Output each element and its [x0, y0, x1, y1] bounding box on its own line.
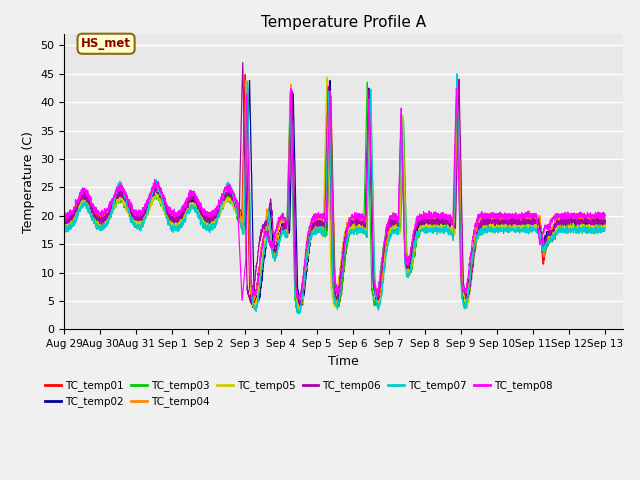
TC_temp06 [601, 216, 609, 222]
TC_temp02 [291, 172, 299, 178]
TC_temp03 [591, 231, 598, 237]
TC_temp05 [323, 74, 331, 80]
TC_temp05 [122, 205, 130, 211]
TC_temp02 [296, 304, 304, 310]
Line: TC_temp03: TC_temp03 [65, 82, 605, 312]
X-axis label: Time: Time [328, 355, 359, 368]
TC_temp04 [122, 192, 130, 198]
Line: TC_temp04: TC_temp04 [65, 79, 605, 303]
TC_temp01 [268, 247, 276, 252]
Line: TC_temp07: TC_temp07 [65, 74, 605, 314]
TC_temp02 [154, 188, 162, 193]
TC_temp07 [453, 71, 461, 77]
TC_temp04 [324, 76, 332, 82]
TC_temp06 [591, 217, 598, 223]
Text: HS_met: HS_met [81, 37, 131, 50]
TC_temp08 [238, 298, 246, 303]
TC_temp05 [591, 222, 598, 228]
TC_temp06 [122, 196, 130, 202]
TC_temp02 [601, 217, 609, 223]
TC_temp01 [154, 191, 162, 196]
TC_temp06 [291, 235, 299, 240]
TC_temp08 [601, 213, 609, 219]
TC_temp03 [154, 193, 162, 199]
TC_temp04 [296, 300, 303, 306]
TC_temp03 [61, 224, 68, 230]
TC_temp08 [452, 85, 460, 91]
TC_temp04 [601, 215, 609, 220]
TC_temp06 [154, 185, 162, 191]
TC_temp06 [239, 60, 246, 65]
TC_temp07 [601, 228, 609, 233]
TC_temp05 [532, 222, 540, 228]
TC_temp04 [154, 185, 162, 191]
TC_temp05 [601, 226, 609, 231]
TC_temp03 [364, 79, 371, 85]
Legend: TC_temp01, TC_temp02, TC_temp03, TC_temp04, TC_temp05, TC_temp06, TC_temp07, TC_: TC_temp01, TC_temp02, TC_temp03, TC_temp… [42, 376, 557, 411]
TC_temp08 [532, 214, 540, 220]
TC_temp07 [532, 229, 540, 235]
TC_temp07 [291, 288, 299, 293]
TC_temp01 [291, 264, 299, 270]
TC_temp04 [532, 216, 540, 222]
TC_temp05 [296, 309, 303, 315]
TC_temp08 [61, 212, 68, 217]
Line: TC_temp01: TC_temp01 [65, 74, 605, 309]
TC_temp07 [122, 194, 130, 200]
TC_temp07 [154, 189, 162, 194]
Line: TC_temp06: TC_temp06 [65, 62, 605, 305]
TC_temp03 [532, 226, 540, 231]
TC_temp03 [268, 241, 275, 247]
Y-axis label: Temperature (C): Temperature (C) [22, 131, 35, 233]
TC_temp05 [268, 242, 275, 248]
TC_temp01 [294, 306, 302, 312]
TC_temp01 [241, 72, 249, 77]
TC_temp02 [326, 78, 334, 84]
TC_temp03 [601, 225, 609, 230]
Line: TC_temp08: TC_temp08 [65, 88, 605, 300]
TC_temp06 [296, 302, 304, 308]
Line: TC_temp05: TC_temp05 [65, 77, 605, 312]
TC_temp08 [591, 212, 598, 218]
TC_temp01 [532, 225, 540, 230]
TC_temp08 [122, 197, 130, 203]
TC_temp03 [291, 298, 299, 303]
TC_temp01 [122, 199, 130, 205]
TC_temp02 [532, 221, 540, 227]
TC_temp07 [591, 225, 598, 231]
TC_temp08 [154, 179, 162, 184]
TC_temp05 [291, 244, 299, 250]
TC_temp06 [532, 219, 540, 225]
TC_temp02 [591, 218, 598, 224]
TC_temp08 [268, 246, 276, 252]
TC_temp05 [61, 225, 68, 230]
TC_temp02 [61, 217, 68, 223]
TC_temp07 [61, 228, 68, 233]
TC_temp07 [294, 311, 302, 317]
TC_temp04 [61, 219, 68, 225]
TC_temp01 [591, 221, 598, 227]
TC_temp03 [294, 309, 301, 315]
TC_temp06 [268, 207, 276, 213]
TC_temp01 [601, 222, 609, 228]
TC_temp06 [61, 218, 68, 224]
TC_temp03 [122, 201, 130, 206]
Line: TC_temp02: TC_temp02 [65, 81, 605, 307]
TC_temp08 [291, 279, 299, 285]
TC_temp02 [268, 224, 275, 230]
TC_temp04 [591, 216, 598, 221]
TC_temp04 [291, 278, 299, 284]
TC_temp02 [122, 198, 130, 204]
TC_temp07 [268, 240, 275, 246]
TC_temp01 [61, 218, 68, 224]
TC_temp04 [268, 243, 275, 249]
TC_temp05 [154, 193, 162, 199]
Title: Temperature Profile A: Temperature Profile A [261, 15, 426, 30]
